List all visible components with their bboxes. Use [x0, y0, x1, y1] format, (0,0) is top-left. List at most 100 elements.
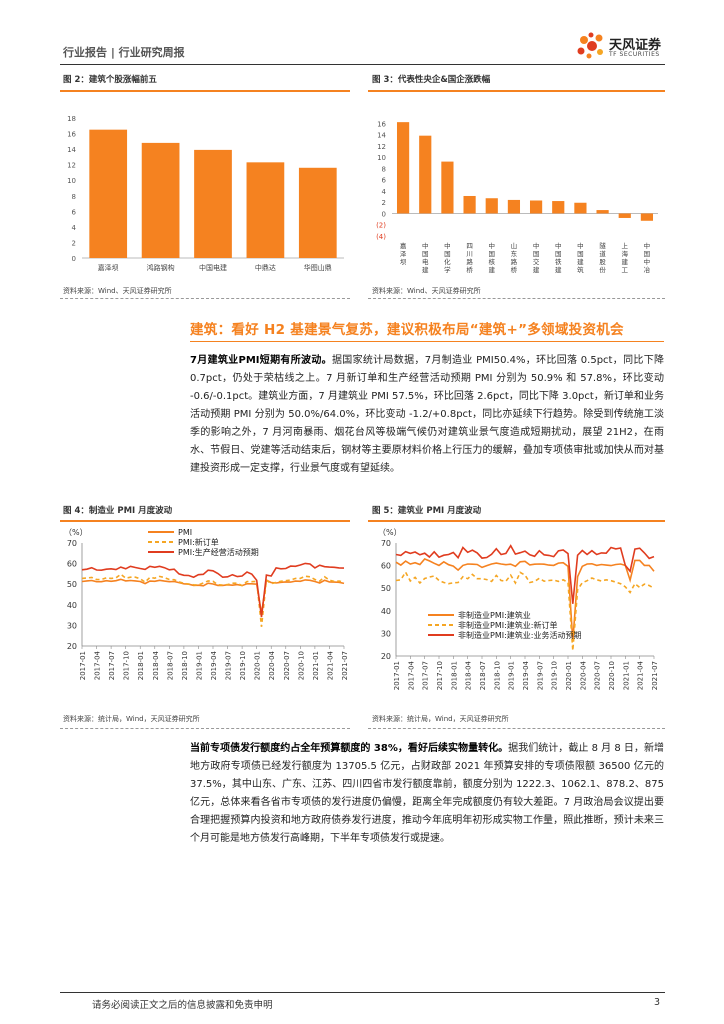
y-axis-label: （%）	[378, 528, 402, 537]
x-tick-label: 2017-07	[108, 651, 116, 680]
x-tick-label: 2019-07	[225, 651, 233, 680]
bar	[507, 199, 521, 214]
section-title-rule	[190, 341, 664, 342]
series-line	[395, 544, 655, 604]
x-tick-label: 中国建筑	[577, 241, 584, 274]
paragraph-bond-lead: 当前专项债发行额度约占全年预算额度的 38%，看好后续实物量转化。	[190, 743, 509, 754]
figure-4-source-rule	[60, 728, 350, 729]
bar	[552, 201, 565, 214]
y-tick-label: 14	[67, 146, 76, 154]
bar	[640, 213, 654, 221]
x-tick-label: 2018-10	[493, 661, 501, 690]
logo-subtitle: TF SECURITIES	[609, 51, 660, 58]
x-tick-label: 山东路桥	[511, 241, 518, 274]
paragraph-bond: 当前专项债发行额度约占全年预算额度的 38%，看好后续实物量转化。据我们统计，截…	[190, 740, 664, 848]
header-rule	[60, 64, 665, 65]
x-tick-label: 2017-10	[436, 661, 444, 690]
x-tick-label: 2018-01	[137, 651, 145, 680]
bar	[419, 135, 432, 214]
x-tick-label: 2020-01	[254, 651, 262, 680]
bar	[141, 142, 180, 258]
figure-2-bar-chart: 0 2 4 6 8 10 12 14 16 18 嘉泽坝 鸿路钢构 中国电建 中鼎达 华图山鼎	[67, 115, 344, 272]
bar	[529, 200, 543, 214]
y-tick-label: 20	[381, 652, 391, 661]
x-tick-label: 中鼎达	[255, 263, 276, 272]
x-tick-label: 2020-10	[608, 661, 616, 690]
bar	[596, 210, 609, 214]
x-tick-label: 2020-01	[565, 661, 573, 690]
figure-2-source: 资料来源：Wind、天风证券研究所	[63, 287, 172, 295]
bar	[441, 161, 454, 214]
legend-label: PMI	[178, 528, 192, 537]
x-tick-label: 中国中冶	[644, 241, 651, 274]
y-tick-label: 16	[67, 131, 76, 139]
x-tick-label: 2021-07	[651, 661, 659, 690]
x-tick-label: 2017-01	[393, 661, 401, 690]
x-tick-label: 中国化学	[444, 241, 451, 274]
y-tick-label: 60	[381, 562, 391, 571]
x-tick-label: 2020-04	[579, 660, 587, 690]
figure-5-source-rule	[368, 728, 665, 729]
figure-3-rule	[368, 90, 665, 92]
y-tick-label: 4	[382, 188, 387, 196]
figure-3-title: 图 3：代表性央企&国企涨跌幅	[372, 75, 491, 85]
x-tick-label: 中国核建	[489, 241, 496, 274]
figure-5-rule	[368, 520, 665, 522]
x-tick-label: 2021-07	[341, 651, 349, 680]
bar	[463, 195, 476, 214]
x-tick-label: 2020-07	[283, 651, 291, 680]
x-tick-label: 2021-04	[637, 660, 645, 690]
y-tick-label: 12	[377, 143, 386, 151]
x-tick-label: 上海建工	[622, 241, 629, 274]
figure-4-source: 资料来源：统计局，Wind，天风证券研究所	[63, 715, 200, 723]
bar	[574, 202, 587, 214]
x-tick-label: 2018-07	[166, 651, 174, 680]
x-tick-label: 嘉泽坝	[400, 241, 407, 266]
bar	[246, 162, 285, 258]
y-tick-label: 50	[67, 580, 77, 589]
y-tick-label: 8	[72, 193, 76, 201]
y-tick-label: 14	[377, 132, 386, 140]
figure-4-title: 图 4：制造业 PMI 月度波动	[63, 506, 173, 516]
figure-2-title: 图 2：建筑个股涨幅前五	[63, 75, 157, 85]
figure-4-line-chart: （%） 20 30 40 50 60 70 2017-01 2017-04 2017-07 2017…	[64, 528, 349, 680]
x-tick-label: 2018-01	[450, 661, 458, 690]
x-tick-label: 2018-10	[181, 651, 189, 680]
logo-flower-icon	[577, 32, 603, 59]
x-tick-label: 2019-04	[210, 650, 218, 680]
y-tick-label: 16	[377, 120, 386, 128]
x-tick-label: 四川路桥	[466, 242, 473, 274]
x-tick-label: 嘉泽坝	[98, 263, 119, 272]
y-tick-label: 70	[67, 539, 77, 548]
series-line	[81, 562, 345, 618]
x-tick-label: 2020-10	[297, 651, 305, 680]
legend-label: PMI:新订单	[178, 537, 219, 547]
y-tick-label: 6	[72, 208, 77, 216]
y-tick-label: 10	[377, 154, 386, 162]
y-tick-label: 2	[72, 239, 76, 247]
x-tick-label: 中国铁建	[555, 241, 562, 274]
x-tick-label: 2019-10	[551, 661, 559, 690]
figure-5-title: 图 5：建筑业 PMI 月度波动	[372, 506, 482, 516]
x-tick-label: 2017-01	[79, 651, 87, 680]
paragraph-pmi-lead: 7月建筑业PMI短期有所波动。	[190, 355, 332, 366]
x-tick-label: 隧道股份	[599, 241, 606, 274]
paragraph-pmi-body: 据国家统计局数据，7月制造业 PMI50.4%，环比回落 0.5pct，同比下降…	[190, 355, 664, 474]
y-tick-label: 6	[382, 177, 387, 185]
y-tick-label: 2	[382, 199, 386, 207]
legend-label: 非制造业PMI:建筑业	[458, 610, 531, 620]
x-tick-label: 2017-04	[407, 660, 415, 690]
figure-2-source-rule	[60, 298, 350, 299]
x-tick-label: 2017-07	[422, 661, 430, 690]
x-tick-label: 华图山鼎	[304, 263, 332, 272]
y-tick-label: 40	[67, 601, 77, 610]
bar	[618, 213, 631, 218]
y-tick-label: 40	[381, 607, 391, 616]
figure-3-source-rule	[368, 298, 665, 299]
x-tick-label: 中国电建	[199, 263, 227, 272]
y-tick-label: 12	[67, 162, 76, 170]
y-tick-label: 8	[382, 165, 386, 173]
x-tick-label: 2021-04	[326, 650, 334, 680]
x-tick-label: 中国交建	[533, 241, 540, 274]
y-tick-label: (4)	[376, 233, 386, 241]
